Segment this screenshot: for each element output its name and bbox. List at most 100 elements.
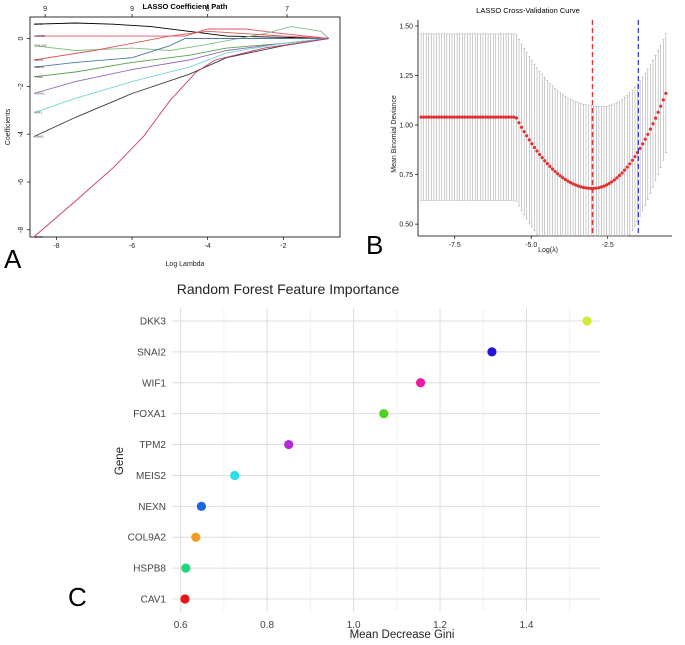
rf-point-col9a2 — [191, 532, 201, 542]
lasso-cv-point — [586, 186, 591, 190]
lasso-cv-point — [620, 171, 624, 175]
lasso-cv-point — [522, 129, 526, 134]
rf-point-cav1 — [180, 594, 190, 604]
lasso-cv-point — [571, 182, 575, 186]
rf-xtick-label: 1.2 — [433, 620, 447, 631]
lasso-cv-point — [623, 168, 627, 172]
lasso-cv-point — [612, 178, 616, 182]
rf-gene-label: HSPB8 — [133, 564, 166, 575]
lasso-cv-point — [525, 134, 529, 138]
rf-gene-label: FOXA1 — [133, 409, 166, 420]
lasso-cv-point — [532, 145, 537, 150]
rf-ylabel: Gene — [114, 447, 126, 475]
lasso-path-top-tick-label: 9 — [43, 6, 47, 13]
lasso-cv-ytick-label: 1.50 — [399, 23, 413, 30]
lasso-cv-point — [422, 115, 426, 119]
lasso-cv-point — [538, 152, 542, 157]
lasso-cv-point — [540, 156, 544, 160]
lasso-cv-point — [509, 115, 513, 119]
lasso-cv-point — [553, 169, 557, 174]
lasso-cv-title: LASSO Cross-Validation Curve — [476, 6, 580, 15]
lasso-cv-xtick-label: -5.0 — [525, 242, 537, 249]
rf-point-tpm2 — [284, 439, 294, 450]
lasso-cv-point — [548, 164, 552, 169]
lasso-cv-point — [460, 115, 464, 119]
lasso-cv-point — [494, 115, 498, 119]
lasso-cv-point — [630, 158, 634, 162]
lasso-cv-point — [471, 115, 475, 119]
lasso-cv-point — [568, 180, 573, 185]
lasso-cv-point — [434, 115, 439, 119]
lasso-cv-xtick-label: -2.5 — [602, 242, 614, 249]
lasso-cv-point — [633, 154, 637, 159]
lasso-cv-point — [641, 142, 645, 146]
lasso-cv-ytick-label: 1.25 — [399, 73, 413, 80]
lasso-path-line-label: MEIS2 — [35, 65, 44, 69]
lasso-cv-point — [450, 115, 454, 119]
lasso-cv-point — [643, 137, 647, 141]
rf-gene-label: SNAI2 — [137, 347, 166, 358]
lasso-cv-point — [607, 181, 611, 186]
lasso-path-xtick-label: -6 — [129, 243, 135, 250]
lasso-cv-point — [638, 146, 642, 150]
lasso-cv-point — [584, 186, 588, 190]
lasso-cv-point — [545, 162, 549, 166]
lasso-cv-point — [659, 104, 663, 108]
lasso-cv-point — [442, 115, 446, 119]
lasso-cv-ylabel: Mean Binomial Deviance — [391, 95, 398, 173]
lasso-path-top-tick-label: 9 — [130, 6, 134, 13]
rf-xtick-label: 1.4 — [520, 620, 534, 631]
lasso-path-frame — [29, 16, 341, 238]
lasso-path-line-meis2 — [33, 38, 329, 68]
lasso-cv-point — [617, 173, 622, 178]
rf-point-meis2 — [230, 470, 240, 481]
lasso-path-line-label: NEXN — [35, 58, 43, 62]
lasso-cv-point — [440, 115, 444, 119]
lasso-cv-point — [581, 185, 586, 190]
lasso-cv-point — [429, 115, 433, 119]
lasso-cv-point — [574, 183, 578, 187]
lasso-cv-point — [664, 91, 668, 95]
lasso-cv-point — [605, 183, 609, 187]
lasso-path-xlabel: Log Lambda — [166, 261, 205, 268]
rf-gene-label: WIF1 — [142, 378, 166, 389]
lasso-cv-point — [476, 115, 480, 119]
lasso-path-line-label: WIF1 — [35, 111, 42, 115]
lasso-cv-point — [447, 115, 452, 119]
lasso-path-line-label: DKK3 — [35, 235, 43, 239]
lasso-cv-point — [501, 115, 506, 119]
lasso-cv-ytick-label: 1.00 — [399, 123, 413, 130]
panel-label-b: B — [366, 230, 383, 260]
lasso-cv-panel: LASSO Cross-Validation Curve Log(λ) Mean… — [391, 6, 672, 254]
lasso-path-ytick-label: -8 — [18, 227, 25, 233]
rf-xtick-label: 1.0 — [347, 620, 361, 631]
lasso-cv-point — [615, 176, 619, 180]
lasso-cv-point — [550, 167, 555, 171]
lasso-cv-xtick-label: -7.5 — [449, 242, 461, 249]
lasso-cv-point — [468, 115, 472, 119]
lasso-path-line-tpm2 — [33, 38, 329, 78]
lasso-path-ylabel: Coefficients — [5, 108, 12, 145]
lasso-cv-point — [653, 116, 658, 120]
lasso-cv-point — [455, 115, 459, 119]
rf-gene-label: NEXN — [138, 502, 166, 513]
lasso-cv-point — [661, 98, 665, 102]
lasso-cv-point — [465, 115, 470, 119]
lasso-cv-point — [445, 115, 449, 119]
lasso-cv-point — [594, 186, 598, 190]
lasso-path-line-label: FOXA1 — [35, 92, 45, 96]
lasso-cv-point — [473, 115, 477, 119]
lasso-path-top-tick-label: 8 — [206, 6, 210, 13]
lasso-cv-point — [486, 115, 490, 119]
lasso-cv-point — [519, 125, 524, 129]
rf-gene-label: CAV1 — [141, 595, 167, 606]
lasso-cv-point — [561, 176, 565, 180]
panel-label-c: C — [68, 582, 87, 612]
rf-gene-label: DKK3 — [140, 317, 167, 328]
rf-point-foxa1 — [379, 409, 389, 419]
rf-gene-label: MEIS2 — [136, 471, 166, 482]
lasso-path-xtick-label: -2 — [280, 243, 286, 250]
rf-gene-label: COL9A2 — [128, 533, 167, 544]
lasso-path-line-label: SNAI2 — [35, 135, 44, 139]
